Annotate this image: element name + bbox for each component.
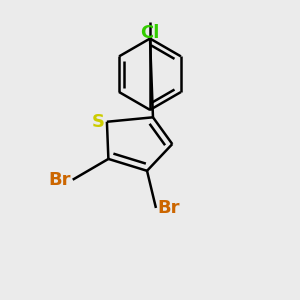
- Text: Br: Br: [49, 171, 71, 189]
- Text: S: S: [92, 113, 104, 131]
- Text: Br: Br: [158, 199, 180, 217]
- Text: Cl: Cl: [140, 24, 160, 42]
